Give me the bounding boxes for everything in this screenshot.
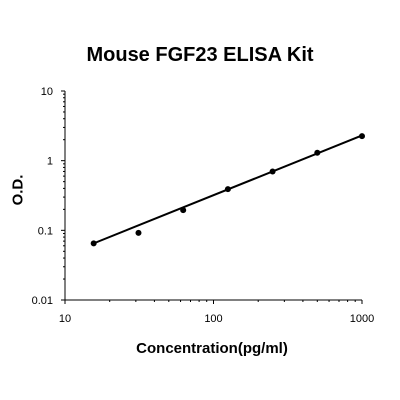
data-point <box>269 168 276 175</box>
data-point <box>224 186 231 193</box>
y-tick-label: 1 <box>47 156 53 168</box>
data-point <box>180 207 187 214</box>
ticks: 0.01 0.1 1 10 10 100 1000 <box>32 86 375 325</box>
data-point <box>135 229 142 236</box>
y-tick-label: 0.1 <box>38 225 53 237</box>
data-point <box>90 240 97 247</box>
data-points <box>90 133 365 247</box>
x-tick-label: 1000 <box>350 313 374 325</box>
data-point <box>359 133 365 140</box>
y-tick-label: 0.01 <box>32 295 53 307</box>
x-axis-label: Concentration(pg/ml) <box>136 340 288 357</box>
y-tick-label: 10 <box>41 86 53 98</box>
y-axis-label: O.D. <box>9 174 27 206</box>
x-tick-label: 100 <box>204 313 222 325</box>
x-tick-label: 10 <box>59 313 71 325</box>
chart-title: Mouse FGF23 ELISA Kit <box>86 44 314 66</box>
data-point <box>314 149 321 156</box>
